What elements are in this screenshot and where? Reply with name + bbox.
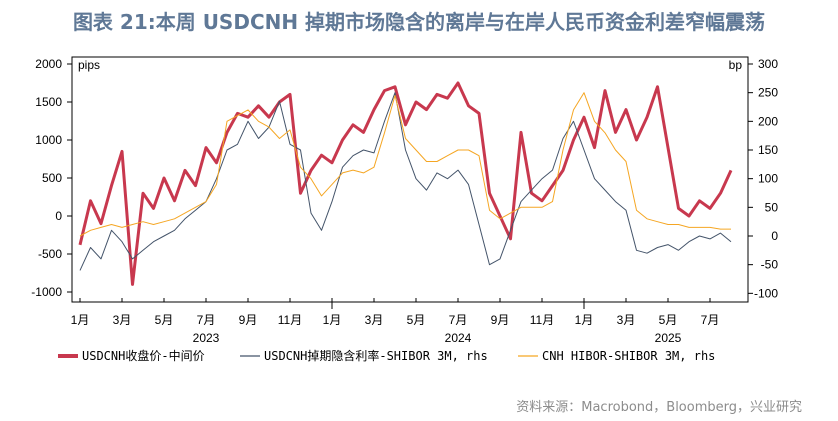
left-axis-tick-label: -1000 xyxy=(31,285,62,299)
plot-frame xyxy=(71,56,749,303)
right-axis-tick-label: 100 xyxy=(758,172,778,186)
x-axis-tick-label: 7月 xyxy=(197,313,216,327)
right-axis-tick-label: -50 xyxy=(761,258,779,272)
x-axis-tick-label: 1月 xyxy=(575,313,594,327)
right-axis-tick-label: 50 xyxy=(765,200,779,214)
right-axis-tick-label: -100 xyxy=(754,286,778,300)
legend-label: USDCNH掉期隐含利率-SHIBOR 3M, rhs xyxy=(264,348,488,363)
x-axis-tick-label: 5月 xyxy=(155,313,174,327)
x-axis-year-label: 2023 xyxy=(193,331,220,345)
x-axis-tick-label: 3月 xyxy=(365,313,384,327)
x-axis-tick-label: 11月 xyxy=(530,313,554,327)
x-axis-tick-label: 1月 xyxy=(71,313,90,327)
x-axis-tick-label: 5月 xyxy=(659,313,678,327)
right-axis-tick-label: 150 xyxy=(758,143,778,157)
x-axis-tick-label: 1月 xyxy=(323,313,342,327)
legend-label: CNH HIBOR-SHIBOR 3M, rhs xyxy=(542,349,715,363)
left-axis-unit: pips xyxy=(78,58,100,72)
right-axis-unit: bp xyxy=(729,58,743,72)
legend-label: USDCNH收盘价-中间价 xyxy=(82,348,205,363)
x-axis-tick-label: 9月 xyxy=(491,313,510,327)
series-line-3 xyxy=(79,92,731,237)
series-line-1 xyxy=(78,81,733,286)
x-axis-tick-label: 7月 xyxy=(449,313,468,327)
left-axis-tick-label: 500 xyxy=(42,171,62,185)
series-line-2 xyxy=(79,92,732,271)
left-axis-tick-label: 2000 xyxy=(35,57,62,71)
right-axis-tick-label: 200 xyxy=(758,114,778,128)
right-axis-tick-label: 0 xyxy=(771,229,778,243)
right-axis-tick-label: 250 xyxy=(758,86,778,100)
left-axis-tick-label: 0 xyxy=(55,209,62,223)
x-axis-tick-label: 9月 xyxy=(239,313,258,327)
right-axis-tick-label: 300 xyxy=(758,57,778,71)
source-note: 资料来源：Macrobond，Bloomberg，兴业研究 xyxy=(516,400,802,415)
chart-title: 图表 21:本周 USDCNH 掉期市场隐含的离岸与在岸人民币资金利差窄幅震荡 xyxy=(72,10,766,34)
x-axis-tick-label: 3月 xyxy=(113,313,132,327)
left-axis-tick-label: 1500 xyxy=(35,95,62,109)
x-axis-tick-label: 7月 xyxy=(701,313,720,327)
x-axis-tick-label: 5月 xyxy=(407,313,426,327)
x-axis-year-label: 2024 xyxy=(445,331,472,345)
left-axis-tick-label: 1000 xyxy=(35,133,62,147)
left-axis-tick-label: -500 xyxy=(38,247,62,261)
x-axis-year-label: 2025 xyxy=(655,331,682,345)
x-axis-tick-label: 11月 xyxy=(278,313,302,327)
x-axis-tick-label: 3月 xyxy=(617,313,636,327)
